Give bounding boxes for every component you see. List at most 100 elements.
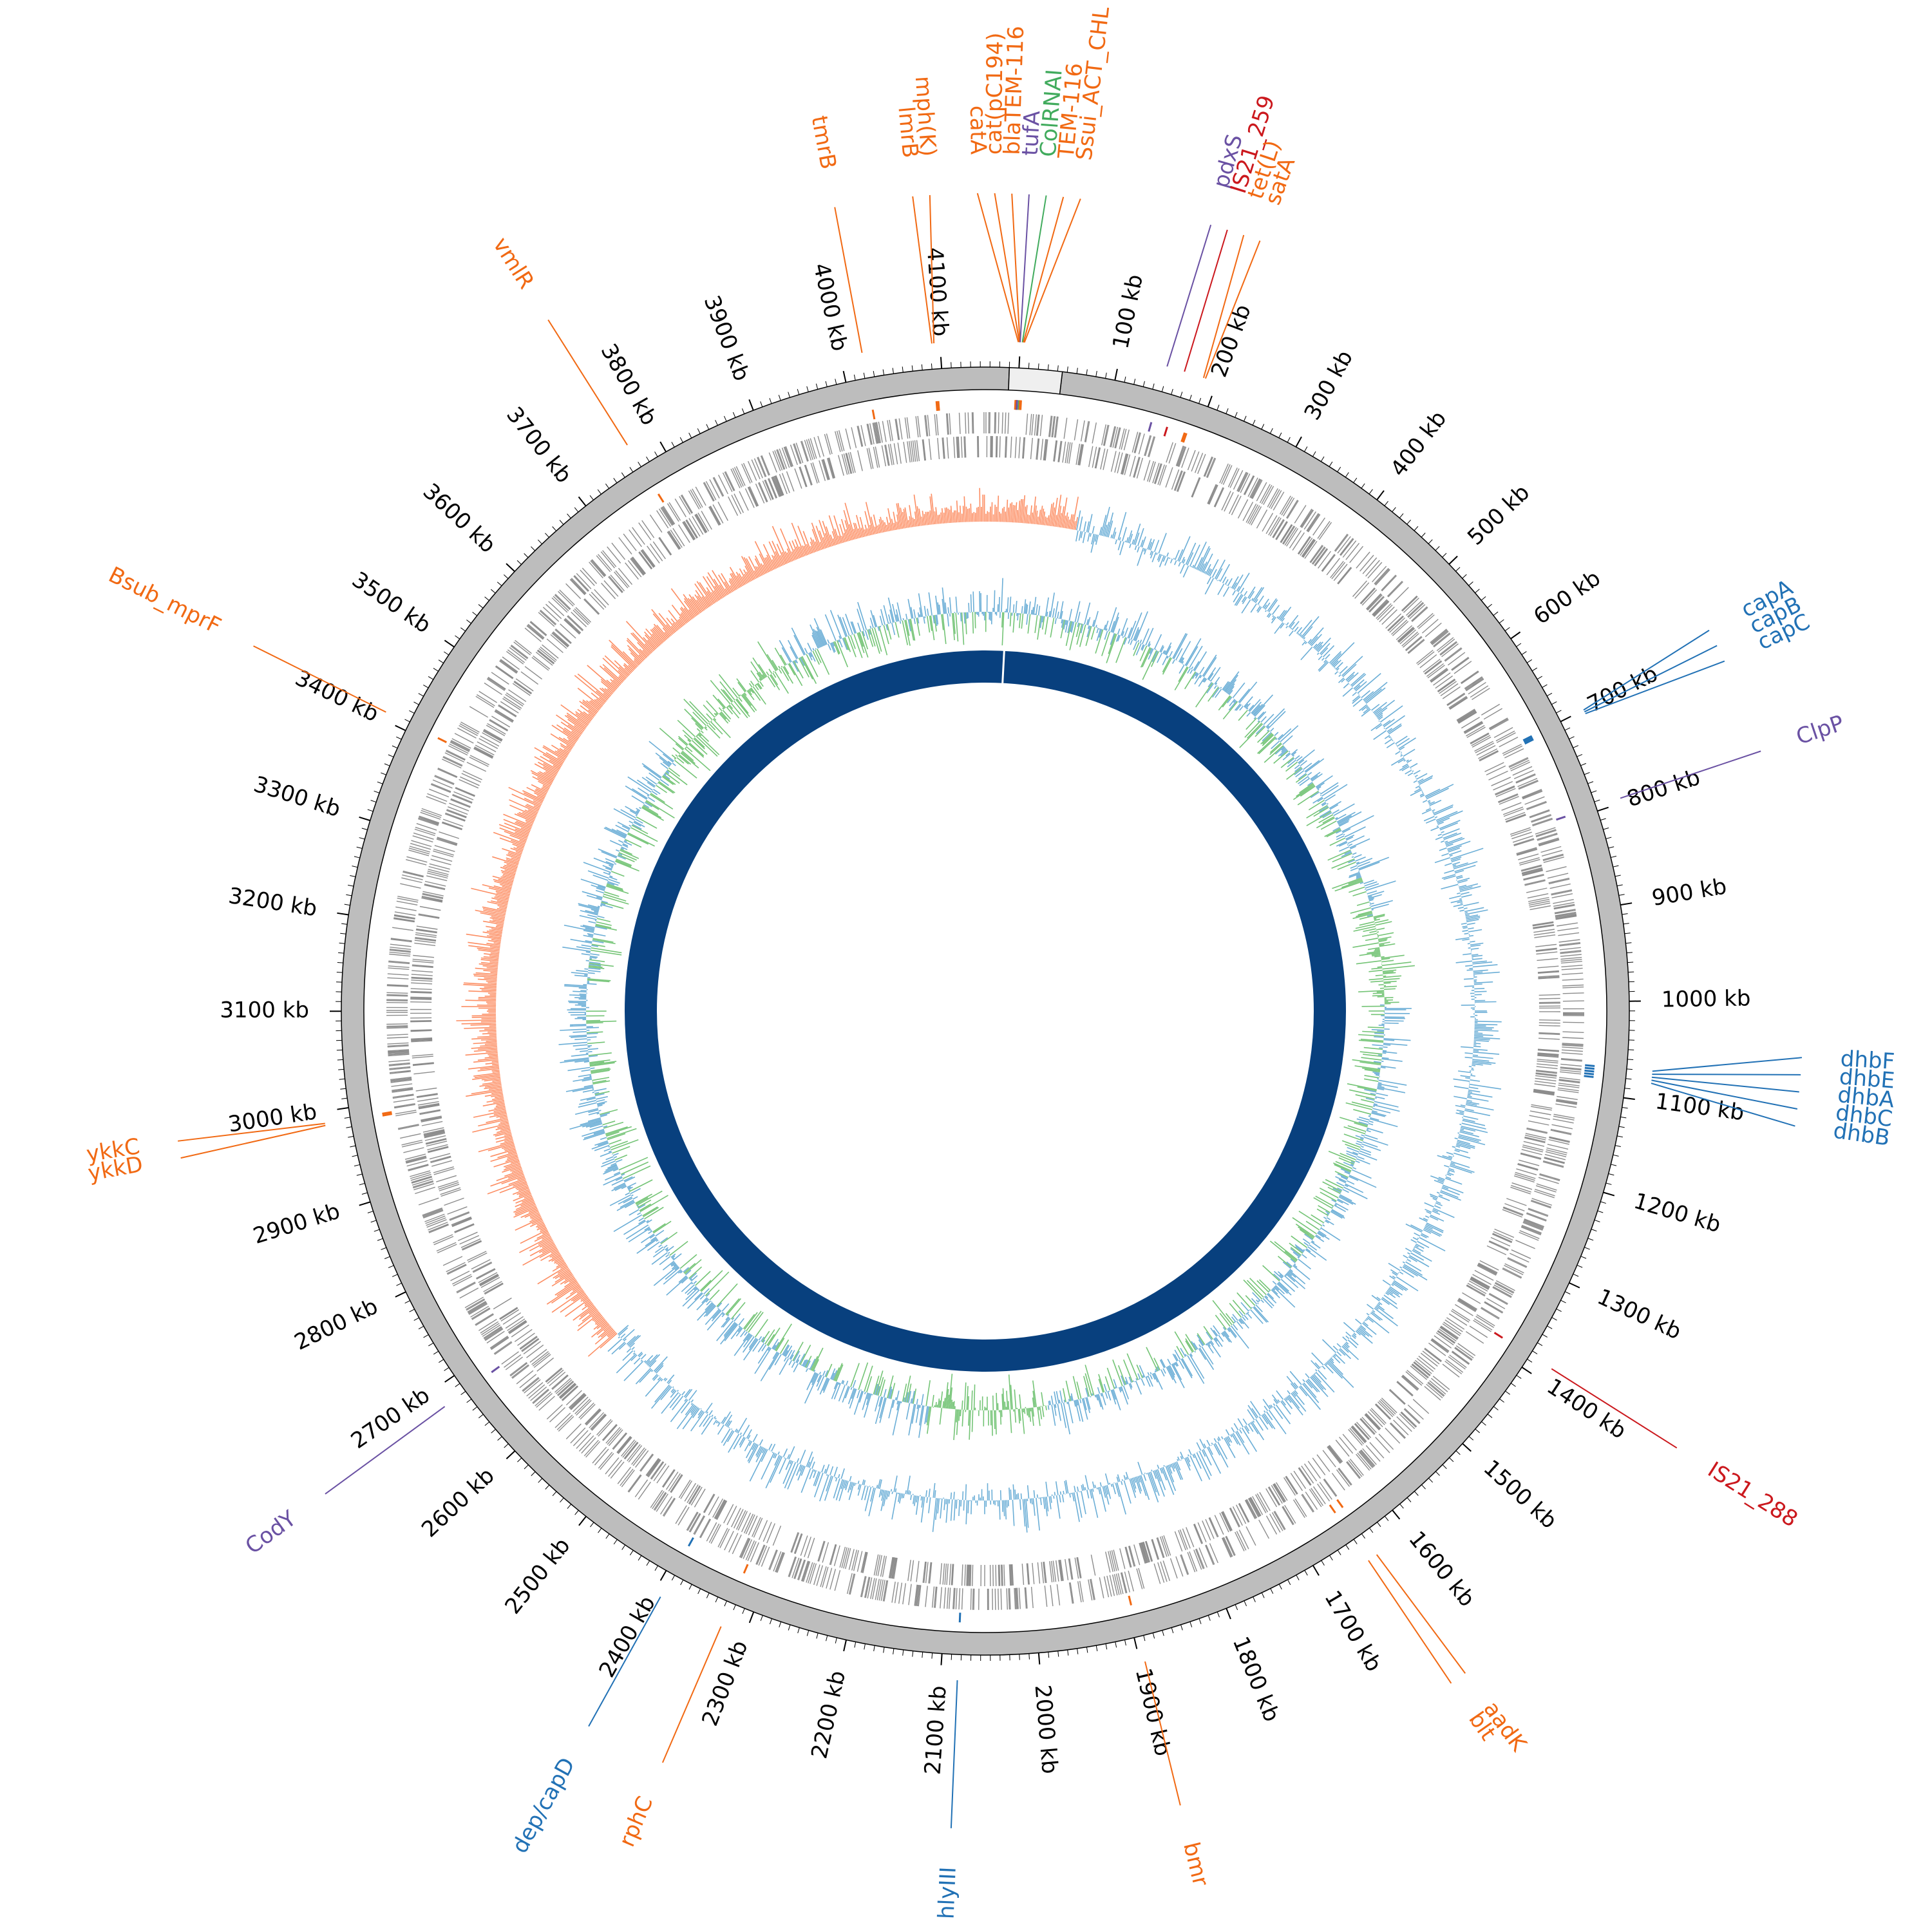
minor-tick [381, 1247, 387, 1251]
minor-tick [1235, 412, 1238, 418]
minor-tick [1626, 1068, 1633, 1070]
feature-mark [1556, 815, 1566, 821]
feature-mark [935, 401, 938, 412]
gc-skew-negative-marks [585, 611, 1415, 1441]
minor-tick [370, 1220, 377, 1223]
minor-tick [1455, 1450, 1461, 1455]
minor-tick [1421, 1484, 1426, 1490]
minor-tick [1296, 1575, 1300, 1580]
minor-tick [922, 1652, 923, 1658]
tick-label: 1700 kb [1319, 1586, 1387, 1676]
annotation-leader-line [661, 1626, 722, 1763]
minor-tick [1504, 627, 1510, 631]
minor-tick [1580, 1256, 1587, 1259]
minor-tick [433, 668, 439, 672]
minor-tick [1608, 1173, 1615, 1176]
minor-tick [338, 1068, 345, 1070]
major-tick [359, 1201, 371, 1206]
minor-tick [788, 392, 790, 398]
minor-tick [1208, 1615, 1211, 1621]
minor-tick [1597, 1210, 1604, 1213]
minor-tick [1613, 865, 1619, 867]
tick-label: 3900 kb [699, 292, 755, 384]
minor-tick [346, 1126, 352, 1128]
inner-ring [625, 650, 1346, 1372]
minor-tick [1624, 933, 1631, 934]
minor-tick [574, 507, 579, 513]
minor-tick [1142, 381, 1145, 387]
major-tick [1448, 555, 1458, 565]
annotation-leader-line [1652, 1057, 1803, 1072]
tick-label: 1500 kb [1479, 1455, 1562, 1534]
minor-tick [688, 1584, 692, 1590]
minor-tick [1329, 461, 1333, 467]
gene-label: dhbE [1839, 1064, 1896, 1094]
minor-tick [1189, 1621, 1193, 1627]
minor-tick [815, 383, 819, 390]
major-tick [1603, 1191, 1615, 1197]
minor-tick [1521, 651, 1527, 655]
minor-tick [1526, 659, 1532, 663]
minor-tick [384, 1256, 390, 1260]
annotation-leader-line [1019, 194, 1030, 343]
minor-tick [1573, 1273, 1579, 1277]
minor-tick [835, 1637, 837, 1643]
minor-tick [567, 513, 571, 518]
minor-tick [638, 461, 641, 468]
tick-label: 2400 kb [594, 1591, 660, 1681]
tick-label: 1600 kb [1403, 1526, 1480, 1612]
major-tick [940, 357, 943, 369]
tick-label: 3200 kb [227, 883, 319, 922]
minor-tick [1487, 1414, 1493, 1418]
gene-label: cat(pC194) [981, 32, 1009, 155]
minor-tick [1587, 1238, 1594, 1241]
minor-tick [545, 1484, 550, 1490]
major-tick [842, 370, 847, 383]
minor-tick [893, 1648, 895, 1654]
minor-tick [552, 1491, 557, 1497]
feature-mark [382, 1113, 392, 1117]
tick-label: 2900 kb [250, 1198, 343, 1249]
minor-tick [439, 1359, 444, 1363]
minor-tick [1442, 1464, 1447, 1469]
minor-tick [1616, 1135, 1623, 1138]
minor-tick [621, 1544, 626, 1550]
minor-tick [1499, 1398, 1504, 1403]
cds-track [386, 412, 1585, 1611]
minor-tick [732, 412, 736, 418]
minor-tick [1611, 855, 1617, 858]
minor-tick [1244, 415, 1247, 422]
major-tick [1114, 368, 1118, 381]
minor-tick [742, 1608, 745, 1615]
minor-tick [1369, 1528, 1374, 1533]
annotation-leader-line [1021, 195, 1047, 343]
minor-tick [724, 415, 727, 422]
minor-tick [340, 1088, 346, 1090]
minor-tick [706, 424, 710, 430]
minor-tick [1345, 472, 1349, 478]
gene-label: catA [965, 106, 991, 155]
minor-tick [715, 420, 718, 426]
minor-tick [1564, 727, 1571, 731]
major-tick [1207, 395, 1213, 408]
minor-tick [560, 1497, 564, 1503]
minor-tick [1304, 446, 1308, 452]
minor-tick [377, 1238, 383, 1241]
minor-tick [1616, 884, 1623, 887]
tick-label: 100 kb [1108, 272, 1148, 352]
annotation-leader-line [588, 1596, 661, 1727]
minor-tick [359, 837, 365, 840]
minor-tick [1537, 676, 1542, 680]
gene-label: dhbA [1837, 1082, 1896, 1113]
minor-tick [478, 604, 484, 609]
feature-mark [1016, 400, 1018, 410]
minor-tick [1399, 513, 1404, 518]
minor-tick [797, 388, 800, 395]
minor-tick [613, 1539, 618, 1545]
minor-tick [1428, 1477, 1434, 1483]
minor-tick [455, 1383, 460, 1387]
minor-tick [567, 1504, 572, 1509]
minor-tick [806, 386, 809, 392]
